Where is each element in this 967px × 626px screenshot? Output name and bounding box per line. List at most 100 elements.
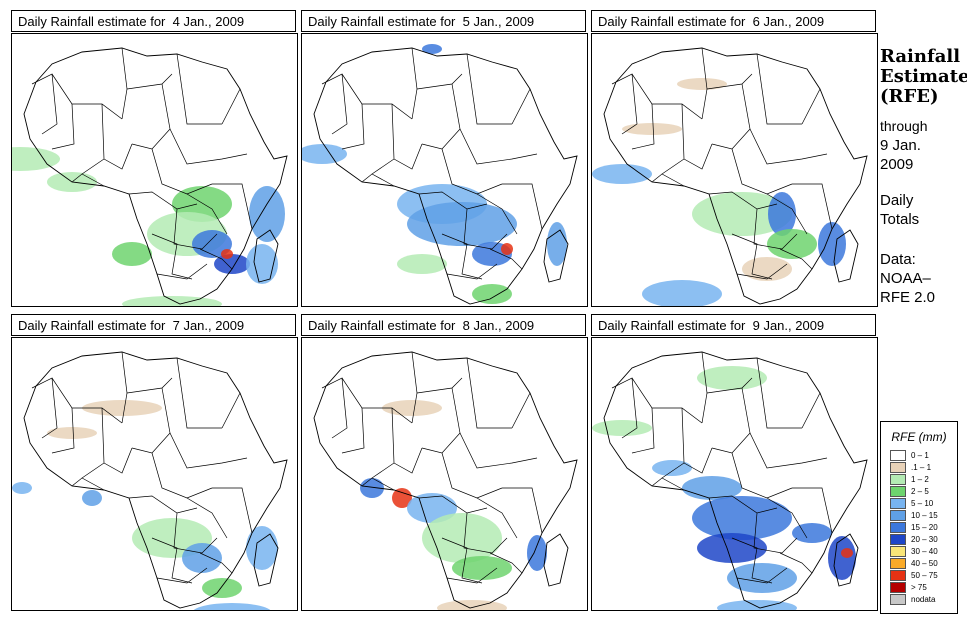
country-border <box>416 377 463 394</box>
rainfall-area <box>792 523 832 543</box>
continent-outline <box>313 351 578 609</box>
country-border <box>81 407 105 479</box>
legend-item: 1 – 2 <box>890 473 957 485</box>
legend-item: 15 – 20 <box>890 521 957 533</box>
country-border <box>611 73 638 135</box>
country-border <box>199 552 233 574</box>
rainfall-panel-jan4: Daily Rainfall estimate for 4 Jan., 2009 <box>11 10 298 307</box>
rainfall-area <box>192 230 232 258</box>
continent-outline <box>603 47 868 305</box>
country-border <box>126 377 173 394</box>
rainfall-area <box>437 600 507 610</box>
legend-label: 50 – 75 <box>911 570 938 580</box>
country-border <box>199 248 233 270</box>
legend-label: 0 – 1 <box>911 450 929 460</box>
country-border <box>766 193 808 235</box>
rainfall-area <box>302 144 347 164</box>
rainfall-map <box>11 337 298 611</box>
rainfall-area <box>717 600 797 610</box>
madagascar-outline <box>833 229 859 283</box>
through-label: through <box>880 118 928 134</box>
rainfall-area <box>677 78 727 90</box>
country-border <box>128 495 198 514</box>
rfe-legend: RFE (mm) 0 – 1 .1 – 1 1 – 2 2 – 5 5 – 10 10 –… <box>880 421 958 614</box>
country-border <box>766 497 808 539</box>
country-border <box>631 103 655 150</box>
rainfall-area <box>742 257 792 281</box>
country-border <box>736 263 788 280</box>
rainfall-area <box>727 563 797 593</box>
madagascar-outline <box>543 533 569 587</box>
madagascar-outline <box>253 229 279 283</box>
data-source-line: RFE 2.0 <box>880 289 936 306</box>
country-border <box>51 73 123 120</box>
legend-label: nodata <box>911 594 936 604</box>
country-border <box>176 53 222 125</box>
country-border <box>156 567 208 584</box>
country-border <box>511 88 531 125</box>
country-border <box>341 407 365 454</box>
legend-swatch <box>890 557 906 569</box>
rainfall-panel-jan7: Daily Rainfall estimate for 7 Jan., 2009 <box>11 314 298 611</box>
legend-item: 10 – 15 <box>890 509 957 521</box>
country-border <box>753 512 798 554</box>
rainfall-area <box>692 496 792 540</box>
country-border <box>169 432 248 469</box>
rainfall-area <box>422 513 502 563</box>
legend-label: 20 – 30 <box>911 534 938 544</box>
legend-item: > 75 <box>890 581 957 593</box>
country-border <box>708 495 778 514</box>
country-border <box>151 148 213 195</box>
rainfall-area <box>249 186 285 242</box>
rainfall-area <box>82 490 102 506</box>
rainfall-area <box>472 284 512 304</box>
country-border <box>683 143 713 170</box>
country-border <box>463 208 508 250</box>
country-border <box>131 387 171 454</box>
continent-outline <box>23 47 288 305</box>
country-border <box>151 452 213 499</box>
country-border <box>749 128 828 165</box>
country-border <box>502 183 543 230</box>
country-border <box>71 477 105 491</box>
country-border <box>459 128 538 165</box>
country-border <box>441 233 483 280</box>
panel-title: Daily Rainfall estimate for 7 Jan., 2009 <box>11 314 296 336</box>
rainfall-area <box>407 202 517 246</box>
data-source: Data: NOAA– RFE 2.0 <box>880 250 964 307</box>
legend-swatch <box>890 581 906 593</box>
rainfall-area <box>246 244 278 284</box>
legend-item: nodata <box>890 593 957 605</box>
rainfall-map <box>11 33 298 307</box>
country-border <box>151 233 193 280</box>
rainfall-panel-jan9: Daily Rainfall estimate for 9 Jan., 2009 <box>591 314 878 611</box>
rainfall-map <box>591 33 878 307</box>
country-border <box>466 357 512 429</box>
country-border <box>371 103 395 175</box>
country-border <box>792 487 833 534</box>
country-border <box>151 537 193 584</box>
country-border <box>792 183 833 230</box>
panel-title: Daily Rainfall estimate for 4 Jan., 2009 <box>11 10 296 32</box>
rainfall-area <box>221 249 233 259</box>
country-border <box>749 432 828 469</box>
country-border <box>801 88 821 125</box>
country-border <box>731 452 793 499</box>
panel-title: Daily Rainfall estimate for 9 Jan., 2009 <box>591 314 876 336</box>
country-border <box>489 552 523 574</box>
rainfall-area <box>12 482 32 494</box>
legend-label: 30 – 40 <box>911 546 938 556</box>
country-border <box>446 263 498 280</box>
country-border <box>321 377 348 439</box>
legend-item: 20 – 30 <box>890 533 957 545</box>
legend-swatch <box>890 509 906 521</box>
daily-totals: Daily Totals <box>880 191 964 229</box>
legend-item: 40 – 50 <box>890 557 957 569</box>
country-border <box>701 351 708 424</box>
country-border <box>173 208 218 250</box>
country-border <box>212 183 253 230</box>
country-border <box>71 173 105 187</box>
country-border <box>476 193 518 235</box>
title-line: Estimate <box>880 66 967 87</box>
country-border <box>393 143 423 170</box>
